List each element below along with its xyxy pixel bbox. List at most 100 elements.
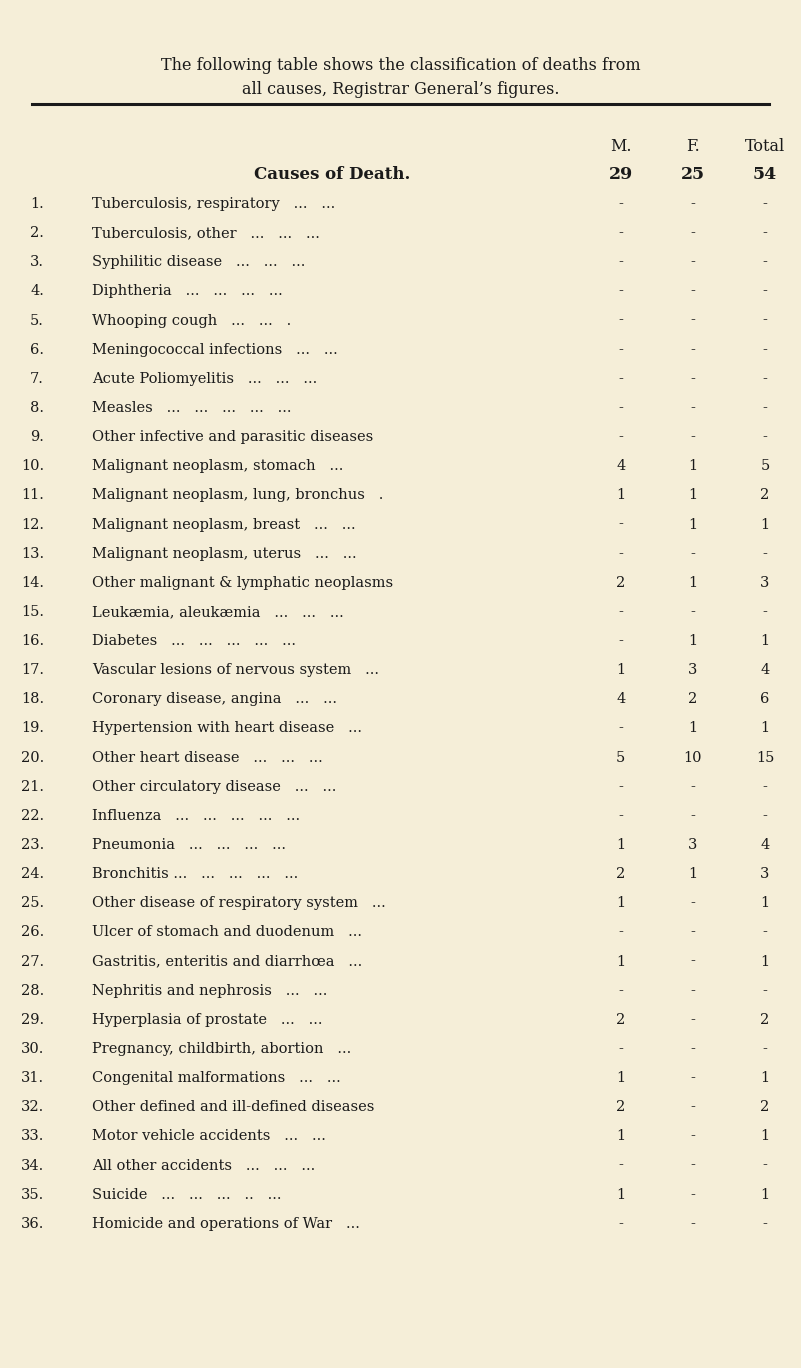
Text: Total: Total: [745, 138, 785, 155]
Text: Hyperplasia of prostate   ...   ...: Hyperplasia of prostate ... ...: [92, 1012, 323, 1027]
Text: -: -: [690, 547, 695, 561]
Text: -: -: [618, 780, 623, 793]
Text: Leukæmia, aleukæmia   ...   ...   ...: Leukæmia, aleukæmia ... ... ...: [92, 605, 344, 618]
Text: Malignant neoplasm, uterus   ...   ...: Malignant neoplasm, uterus ... ...: [92, 547, 356, 561]
Text: 2: 2: [760, 1012, 770, 1027]
Text: 25: 25: [681, 166, 705, 182]
Text: -: -: [618, 517, 623, 532]
Text: 32.: 32.: [21, 1100, 44, 1115]
Text: 9.: 9.: [30, 430, 44, 445]
Text: 54: 54: [753, 166, 777, 182]
Text: Coronary disease, angina   ...   ...: Coronary disease, angina ... ...: [92, 692, 337, 706]
Text: 1: 1: [616, 1130, 626, 1144]
Text: 28.: 28.: [21, 984, 44, 997]
Text: 1: 1: [760, 1130, 770, 1144]
Text: 3: 3: [688, 663, 698, 677]
Text: Gastritis, enteritis and diarrhœa   ...: Gastritis, enteritis and diarrhœa ...: [92, 955, 362, 969]
Text: -: -: [763, 256, 767, 269]
Text: -: -: [618, 1159, 623, 1172]
Text: -: -: [618, 1218, 623, 1231]
Text: 15.: 15.: [21, 605, 44, 618]
Text: -: -: [618, 372, 623, 386]
Text: 1: 1: [616, 1187, 626, 1201]
Text: 4: 4: [760, 663, 770, 677]
Text: 24.: 24.: [21, 867, 44, 881]
Text: -: -: [690, 1012, 695, 1027]
Text: 4: 4: [760, 839, 770, 852]
Text: -: -: [618, 984, 623, 997]
Text: 23.: 23.: [21, 839, 44, 852]
Text: -: -: [763, 780, 767, 793]
Text: -: -: [690, 401, 695, 415]
Text: -: -: [763, 226, 767, 241]
Text: Measles   ...   ...   ...   ...   ...: Measles ... ... ... ... ...: [92, 401, 292, 415]
Text: 5: 5: [616, 751, 626, 765]
Text: 1: 1: [616, 955, 626, 969]
Text: 18.: 18.: [21, 692, 44, 706]
Text: -: -: [690, 372, 695, 386]
Text: 1: 1: [760, 1187, 770, 1201]
Text: 7.: 7.: [30, 372, 44, 386]
Text: 16.: 16.: [21, 635, 44, 648]
Text: 29: 29: [609, 166, 633, 182]
Text: 3.: 3.: [30, 256, 44, 269]
Text: Vascular lesions of nervous system   ...: Vascular lesions of nervous system ...: [92, 663, 379, 677]
Text: 33.: 33.: [21, 1130, 44, 1144]
Text: -: -: [690, 1071, 695, 1085]
Text: 8.: 8.: [30, 401, 44, 415]
Text: Syphilitic disease   ...   ...   ...: Syphilitic disease ... ... ...: [92, 256, 305, 269]
Text: The following table shows the classification of deaths from: The following table shows the classifica…: [161, 57, 640, 74]
Text: -: -: [763, 343, 767, 357]
Text: -: -: [690, 1218, 695, 1231]
Text: Whooping cough   ...   ...   .: Whooping cough ... ... .: [92, 313, 292, 327]
Text: -: -: [763, 984, 767, 997]
Text: Motor vehicle accidents   ...   ...: Motor vehicle accidents ... ...: [92, 1130, 326, 1144]
Text: -: -: [690, 925, 695, 940]
Text: Other heart disease   ...   ...   ...: Other heart disease ... ... ...: [92, 751, 323, 765]
Text: 30.: 30.: [21, 1042, 44, 1056]
Text: -: -: [690, 780, 695, 793]
Text: Other malignant & lymphatic neoplasms: Other malignant & lymphatic neoplasms: [92, 576, 393, 590]
Text: -: -: [690, 808, 695, 824]
Text: Other defined and ill-defined diseases: Other defined and ill-defined diseases: [92, 1100, 375, 1115]
Text: -: -: [763, 1159, 767, 1172]
Text: all causes, Registrar General’s figures.: all causes, Registrar General’s figures.: [242, 81, 559, 97]
Text: 1: 1: [760, 896, 770, 910]
Text: -: -: [618, 430, 623, 445]
Text: -: -: [690, 256, 695, 269]
Text: -: -: [618, 721, 623, 736]
Text: -: -: [763, 925, 767, 940]
Text: 2: 2: [616, 1100, 626, 1115]
Text: 6: 6: [760, 692, 770, 706]
Text: 3: 3: [760, 576, 770, 590]
Text: -: -: [618, 808, 623, 824]
Text: 1: 1: [760, 517, 770, 532]
Text: 3: 3: [760, 867, 770, 881]
Text: 1: 1: [760, 955, 770, 969]
Text: 19.: 19.: [21, 721, 44, 736]
Text: 11.: 11.: [21, 488, 44, 502]
Text: Malignant neoplasm, lung, bronchus   .: Malignant neoplasm, lung, bronchus .: [92, 488, 384, 502]
Text: 4: 4: [616, 460, 626, 473]
Text: 1: 1: [760, 721, 770, 736]
Text: -: -: [763, 1218, 767, 1231]
Text: 1: 1: [616, 896, 626, 910]
Text: 36.: 36.: [21, 1218, 44, 1231]
Text: 2: 2: [760, 1100, 770, 1115]
Text: -: -: [690, 1130, 695, 1144]
Text: 3: 3: [688, 839, 698, 852]
Text: -: -: [763, 313, 767, 327]
Text: -: -: [618, 256, 623, 269]
Text: -: -: [618, 547, 623, 561]
Text: -: -: [690, 984, 695, 997]
Text: Bronchitis ...   ...   ...   ...   ...: Bronchitis ... ... ... ... ...: [92, 867, 298, 881]
Text: 10: 10: [683, 751, 702, 765]
Text: Ulcer of stomach and duodenum   ...: Ulcer of stomach and duodenum ...: [92, 925, 362, 940]
Text: 2: 2: [616, 576, 626, 590]
Text: 25.: 25.: [21, 896, 44, 910]
Text: -: -: [618, 285, 623, 298]
Text: 13.: 13.: [21, 547, 44, 561]
Text: 31.: 31.: [21, 1071, 44, 1085]
Text: Acute Poliomyelitis   ...   ...   ...: Acute Poliomyelitis ... ... ...: [92, 372, 317, 386]
Text: -: -: [690, 955, 695, 969]
